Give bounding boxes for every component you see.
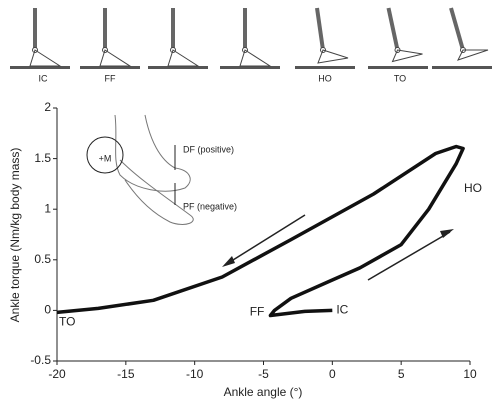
x-tick-label: 0	[329, 367, 336, 381]
phase-annotation: TO	[59, 315, 75, 329]
direction-arrow	[224, 214, 306, 266]
inset-label: PF (negative)	[183, 201, 237, 211]
y-tick-label: 0	[44, 303, 51, 317]
phase-label: FF	[105, 73, 116, 83]
y-tick-label: 0.5	[34, 252, 51, 266]
direction-arrow	[367, 231, 451, 281]
shank	[386, 7, 400, 51]
x-tick-label: -15	[117, 367, 135, 381]
inset-label: +M	[99, 153, 112, 163]
foot	[99, 49, 132, 67]
torque-angle-loop	[56, 144, 465, 318]
ground	[10, 66, 70, 69]
ground	[148, 66, 208, 69]
foot	[317, 49, 349, 64]
x-tick-label: -5	[258, 367, 269, 381]
foot	[167, 49, 200, 67]
y-tick-label: 2	[44, 100, 51, 114]
ground	[295, 66, 355, 69]
moment-circle	[86, 136, 124, 174]
x-tick-label: 10	[463, 367, 477, 381]
arrowhead	[440, 229, 454, 238]
foot	[29, 49, 62, 67]
ground	[368, 66, 428, 69]
foot-outline	[114, 114, 191, 192]
phase-annotation: IC	[336, 303, 348, 317]
foot	[239, 49, 272, 67]
arrowhead	[222, 256, 235, 267]
ground	[80, 66, 140, 69]
foot-outline	[119, 159, 194, 225]
phase-label: HO	[318, 73, 332, 83]
x-tick-label: -20	[48, 367, 66, 381]
y-tick-label: 1	[44, 201, 51, 215]
y-axis-label: Ankle torque (Nm/kg body mass)	[8, 148, 22, 323]
y-tick-label: 1.5	[34, 151, 51, 165]
y-tick-label: -0.5	[30, 353, 51, 367]
shank	[315, 7, 325, 51]
x-axis-label: Ankle angle (°)	[224, 385, 303, 399]
phase-annotation: FF	[250, 305, 265, 319]
shank	[449, 7, 465, 51]
inset-foot	[86, 114, 194, 225]
phase-annotation: HO	[464, 181, 482, 195]
inset-label: DF (positive)	[183, 144, 234, 154]
phase-label: TO	[394, 73, 406, 83]
foot	[391, 49, 423, 63]
ground	[432, 66, 492, 69]
x-tick-label: 5	[398, 367, 405, 381]
foot	[457, 49, 489, 61]
x-tick-label: -10	[186, 367, 204, 381]
phase-label: IC	[39, 73, 49, 83]
ground	[220, 66, 280, 69]
gait-diagram: IC FF HO TO	[10, 7, 492, 83]
